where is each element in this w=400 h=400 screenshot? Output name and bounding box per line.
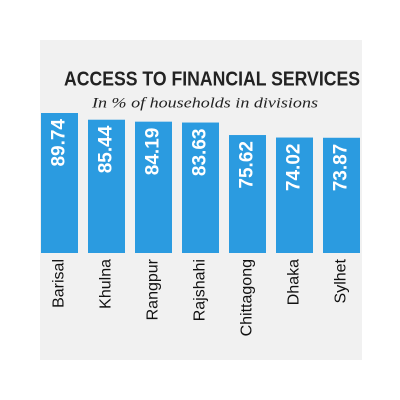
- bar: [323, 137, 360, 253]
- chart-subtitle: In % of households in divisions: [91, 95, 318, 111]
- bar: [135, 121, 172, 253]
- value-label: 73.87: [331, 144, 352, 192]
- x-tick-label: Rangpur: [145, 258, 162, 320]
- x-tick-label: Sylhet: [333, 258, 350, 303]
- x-tick-label: Khulna: [98, 259, 115, 309]
- bar: [88, 119, 125, 254]
- value-label: 74.02: [284, 144, 305, 192]
- bar: [41, 113, 78, 253]
- value-label: 85.44: [96, 125, 117, 173]
- x-tick-label: Chittagong: [239, 259, 256, 336]
- bar: [229, 135, 266, 253]
- x-tick-label: Rajshahi: [192, 259, 209, 321]
- bar: [276, 137, 313, 253]
- value-label: 75.62: [237, 141, 258, 189]
- value-label: 89.74: [49, 119, 70, 167]
- bar: [182, 122, 219, 253]
- value-label: 84.19: [143, 128, 164, 176]
- value-label: 83.63: [190, 129, 211, 177]
- chart-title: ACCESS TO FINANCIAL SERVICES: [64, 68, 360, 90]
- x-tick-label: Barisal: [51, 259, 68, 308]
- x-tick-label: Dhaka: [286, 259, 303, 305]
